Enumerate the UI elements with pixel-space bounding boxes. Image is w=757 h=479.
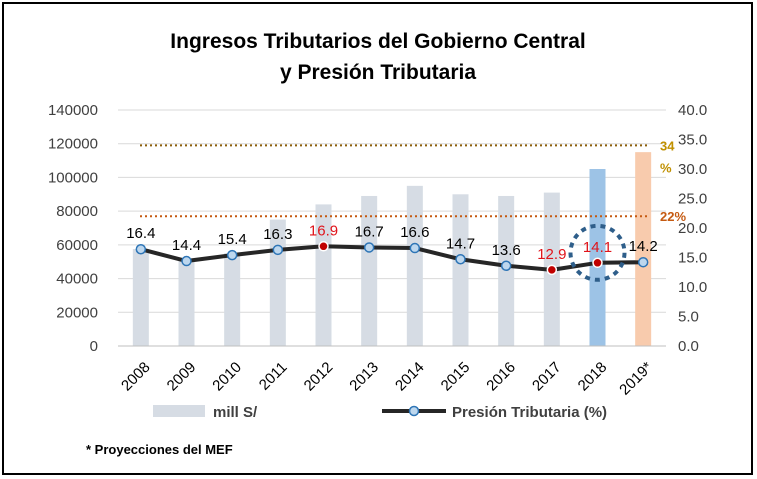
right-axis-tick-label: 35.0 (678, 132, 707, 149)
left-axis-tick-label: 80000 (56, 203, 98, 220)
line-point (363, 242, 375, 253)
bar (132, 249, 149, 346)
left-axis-tick-label: 40000 (56, 271, 98, 288)
left-axis-tick-label: 0 (90, 338, 98, 355)
data-label: 12.9 (537, 246, 566, 263)
left-axis-tick-label: 20000 (56, 304, 98, 321)
bar (361, 195, 378, 346)
line-point (546, 264, 558, 276)
right-axis-tick-label: 0.0 (678, 338, 699, 355)
x-axis-tick-label: 2008 (118, 359, 154, 395)
data-label: 14.2 (629, 238, 658, 255)
right-axis-tick-label: 30.0 (678, 161, 707, 178)
left-axis-tick-label: 120000 (48, 136, 98, 153)
right-axis-tick-label: 25.0 (678, 191, 707, 208)
right-axis-tick-label: 40.0 (678, 102, 707, 119)
chart-title-line-2: y Presión Tributaria (280, 61, 476, 84)
right-axis-tick-label: 5.0 (678, 309, 699, 326)
line-point (272, 244, 284, 256)
bar (635, 152, 652, 346)
bar (452, 194, 469, 346)
bar (224, 253, 241, 346)
data-label: 14.7 (446, 235, 475, 252)
x-axis-tick-label: 2018 (575, 359, 611, 395)
data-label: 16.9 (309, 222, 338, 239)
line-series (135, 223, 649, 282)
x-axis-tick-label: 2009 (164, 359, 200, 395)
legend-swatch-marker (408, 405, 420, 417)
line-point (181, 255, 192, 267)
x-axis-tick-label: 2011 (256, 359, 291, 394)
x-axis-tick-label: 2015 (438, 359, 474, 395)
x-axis-tick-label: 2017 (529, 359, 565, 395)
series-line (140, 244, 644, 272)
x-axis-tick-label: 2014 (392, 359, 428, 395)
data-label: 16.4 (126, 225, 155, 242)
line-point (135, 243, 147, 255)
x-axis-tick-label: 2013 (346, 359, 382, 395)
legend: mill S/Presión Tributaria (%) (153, 404, 607, 421)
left-axis-tick-label: 100000 (48, 169, 98, 186)
footnote: * Proyecciones del MEF (86, 442, 233, 457)
data-label: 16.3 (263, 226, 292, 243)
x-axis-tick-label: 2016 (483, 359, 519, 395)
x-axis-tick-label: 2012 (301, 359, 337, 395)
line-point (409, 242, 421, 254)
highlight-circle (568, 223, 627, 282)
reference-lines: 34% 22% (140, 138, 686, 224)
left-axis-tick-label: 140000 (48, 102, 98, 119)
left-axis-tick-label: 60000 (56, 237, 98, 254)
chart-title-line-1: Ingresos Tributarios del Gobierno Centra… (170, 30, 585, 53)
legend-swatch-bars (153, 405, 205, 417)
gridlines (118, 109, 666, 313)
right-axis-tick-label: 10.0 (678, 279, 707, 296)
line-point (455, 254, 466, 265)
bar (589, 169, 606, 346)
bars (132, 152, 652, 346)
x-axis-tick-label: 2010 (209, 359, 245, 395)
legend-label-bars: mill S/ (213, 404, 258, 421)
line-point (500, 260, 512, 272)
line-point (226, 249, 238, 261)
data-label: 14.4 (172, 237, 201, 254)
data-labels: 16.4 14.4 15.4 16.3 16.9 16.7 16.6 14.7 13.6 12.9… (126, 222, 658, 263)
legend-label-line: Presión Tributaria (%) (452, 404, 607, 421)
bar (178, 259, 195, 346)
right-axis-tick-label: 20.0 (678, 220, 707, 237)
reference-line-label: % (660, 160, 672, 175)
data-label: 15.4 (218, 231, 247, 248)
reference-line-label: 22% (660, 209, 686, 224)
data-label: 14.1 (583, 239, 612, 256)
reference-line-label: 34 (660, 138, 675, 153)
line-point (637, 256, 649, 268)
line-point (318, 241, 329, 252)
line-point (592, 257, 603, 269)
x-axis-tick-label: 2019* (616, 359, 656, 399)
right-axis-tick-label: 15.0 (678, 250, 707, 267)
bar (406, 185, 423, 346)
data-label: 13.6 (492, 242, 521, 259)
data-label: 16.6 (400, 224, 429, 241)
data-label: 16.7 (355, 223, 384, 240)
chart-frame (2, 2, 753, 475)
bar (315, 204, 332, 346)
